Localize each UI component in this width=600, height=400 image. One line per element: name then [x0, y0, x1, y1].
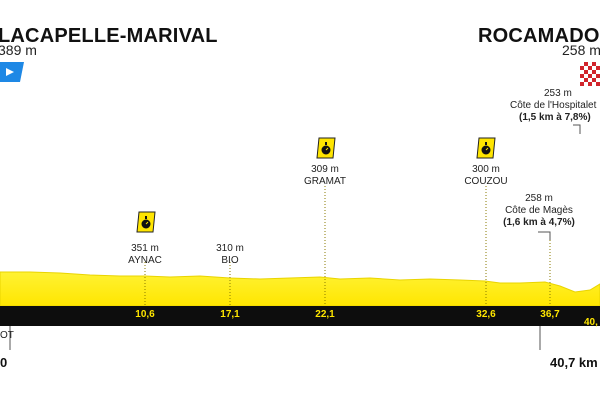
climb-detail: (1,5 km à 7,8%) — [519, 112, 591, 123]
climb-name: Côte de l'Hospitalet — [510, 100, 597, 111]
km-marker-mages: 36,7 — [540, 309, 560, 320]
km-marker-bio: 17,1 — [220, 309, 240, 320]
finish-km: 40,7 km — [550, 355, 598, 370]
point-name: COUZOU — [464, 176, 508, 187]
point-bio: 310 m BIO — [200, 243, 260, 267]
leader-hospitalet-bracket — [573, 124, 581, 134]
climb-detail: (1,6 km à 4,7%) — [503, 217, 575, 228]
profile-fill — [0, 271, 600, 307]
finish-town-name: ROCAMADOUR — [478, 25, 600, 47]
point-altitude: 300 m — [472, 164, 500, 175]
climb-altitude: 253 m — [544, 88, 572, 99]
stopwatch-icon — [476, 137, 496, 159]
start-km: 0 — [0, 355, 8, 370]
km-marker-aynac: 10,6 — [135, 309, 155, 320]
leader-mages-bracket — [538, 231, 551, 240]
point-couzou: 300 m COUZOU — [456, 164, 516, 188]
point-name: BIO — [221, 255, 239, 266]
point-aynac: 351 m AYNAC — [115, 243, 175, 267]
point-altitude: 309 m — [311, 164, 339, 175]
climb-name: Côte de Magès — [505, 205, 573, 216]
point-altitude: 351 m — [131, 243, 159, 254]
point-name: GRAMAT — [303, 176, 347, 187]
km-marker-finish: 40, — [584, 317, 598, 328]
km-marker-gramat: 22,1 — [315, 309, 335, 320]
start-altitude: 389 m — [0, 42, 37, 58]
climb-mages: 258 m Côte de Magès (1,6 km à 4,7%) — [494, 193, 584, 229]
point-name: AYNAC — [128, 255, 162, 266]
stopwatch-icon — [316, 137, 336, 159]
point-gramat: 309 m GRAMAT — [295, 164, 355, 188]
distance-band — [0, 306, 600, 326]
start-note: OT — [0, 330, 14, 341]
finish-altitude: 258 m — [562, 42, 600, 58]
point-altitude: 310 m — [216, 243, 244, 254]
stopwatch-icon — [136, 211, 156, 233]
finish-flag-icon — [580, 62, 600, 86]
climb-hospitalet: 253 m Côte de l'Hospitalet (1,5 km à 7,8… — [502, 88, 600, 124]
start-flag-icon — [0, 62, 24, 82]
start-town-name: LACAPELLE-MARIVAL — [0, 25, 218, 47]
km-marker-couzou: 32,6 — [476, 309, 496, 320]
climb-altitude: 258 m — [525, 193, 553, 204]
